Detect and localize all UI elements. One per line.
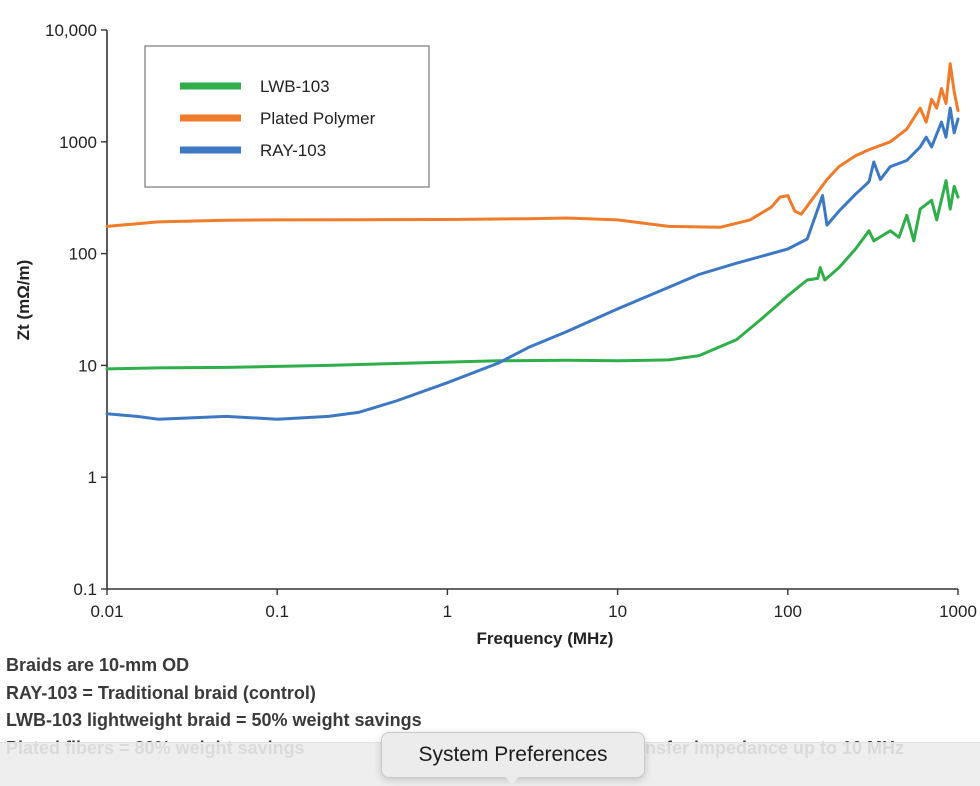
x-tick-label: 0.01 [90,602,123,621]
x-tick-label: 1000 [939,602,977,621]
tooltip-label: System Preferences [418,743,608,766]
y-tick-label: 100 [69,245,97,264]
chart-axes [106,30,958,590]
series-line-plated-polymer [105,62,960,229]
x-axis-title: Frequency (MHz) [477,629,614,648]
series-line-ray-103 [105,106,960,421]
tooltip-pointer [503,775,521,784]
series-lines [105,62,960,421]
series-line-lwb-103 [105,179,960,371]
x-tick-label: 10 [608,602,627,621]
legend-label: Plated Polymer [260,109,376,128]
y-tick-label: 0.1 [73,580,97,599]
y-tick-label: 1 [88,468,97,487]
impedance-chart: 0.01 0.1 1 10 100 1000 0.1 1 10 100 1000 10,000 Fre… [14,21,977,648]
y-tick-label: 10 [78,356,97,375]
note-line: Braids are 10-mm OD [6,655,190,675]
legend: LWB-103 Plated Polymer RAY-103 [144,45,430,188]
x-tick-label: 0.1 [265,602,289,621]
y-tick-label: 10,000 [45,21,97,40]
tick-group: 0.01 0.1 1 10 100 1000 0.1 1 10 100 1000 10,000 [45,21,977,621]
legend-label: RAY-103 [260,141,326,160]
x-tick-label: 100 [774,602,802,621]
y-axis-title: Zt (mΩ/m) [14,260,33,341]
note-line: RAY-103 = Traditional braid (control) [6,682,316,703]
note-line: LWB-103 lightweight braid = 50% weight s… [6,710,422,730]
legend-label: LWB-103 [260,77,330,96]
system-preferences-tooltip: System Preferences [381,732,645,778]
legend-items: LWB-103 Plated Polymer RAY-103 [180,77,376,160]
x-tick-label: 1 [443,602,452,621]
y-tick-label: 1000 [59,133,97,152]
